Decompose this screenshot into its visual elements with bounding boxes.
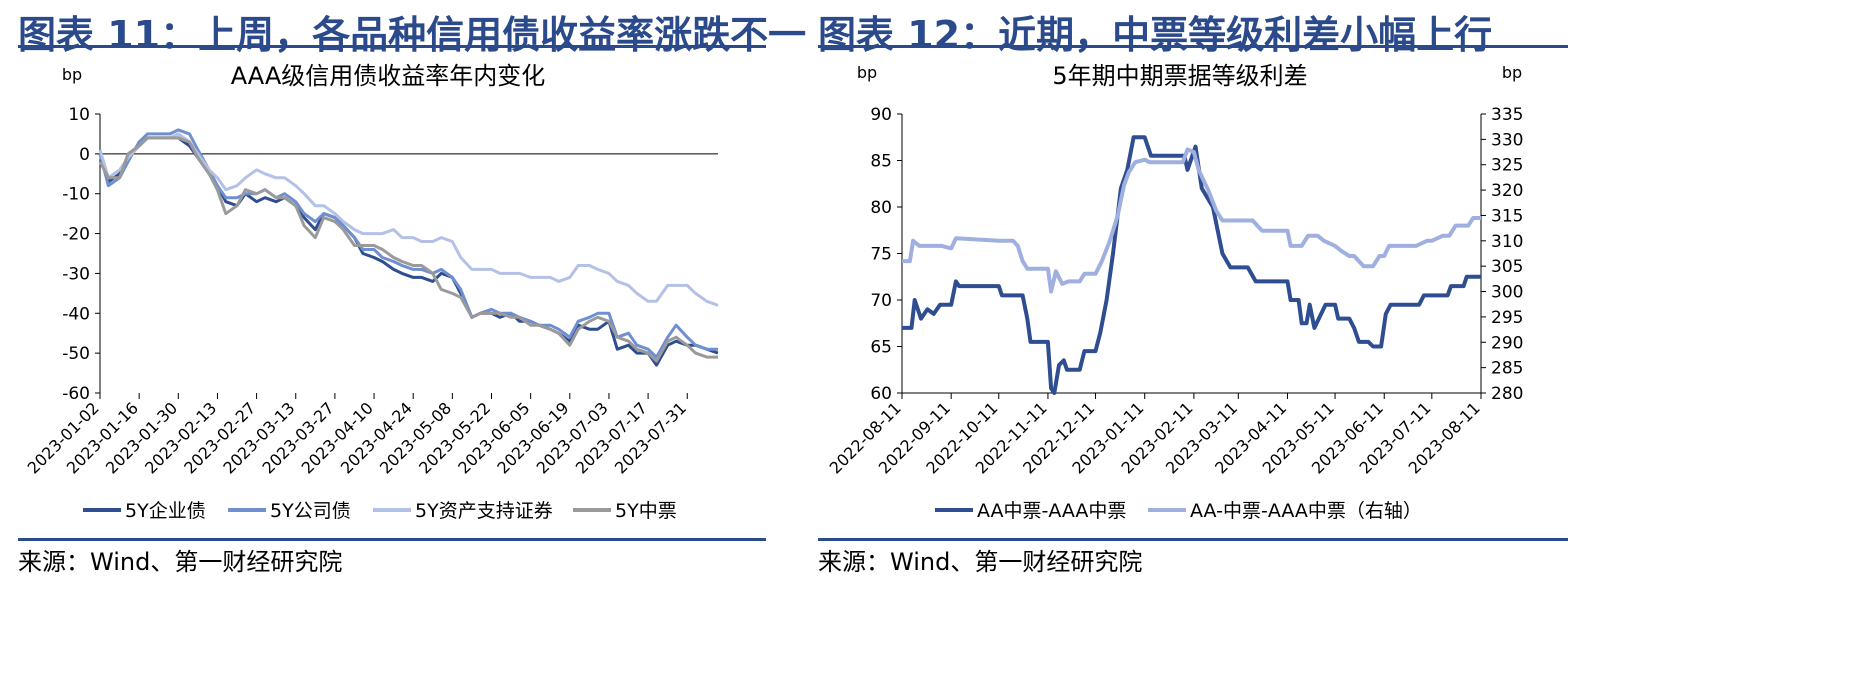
y-tick-label: -40	[62, 304, 90, 324]
figure-title: 图表 11：上周，各品种信用债收益率涨跌不一	[18, 13, 807, 57]
legend-label: 5Y企业债	[125, 500, 206, 522]
series-line-1	[98, 136, 719, 367]
chart-right: 5年期中期票据等级利差 bp bp 90 85 80 75 70 65 60 335 330 325 32…	[826, 62, 1524, 522]
y2-tick-label: 335	[1491, 105, 1523, 125]
figure-title: 图表 12：近期，中票等级利差小幅上行	[818, 13, 1493, 57]
right-panel: 图表 12：近期，中票等级利差小幅上行 5年期中期票据等级利差 bp bp 90 85 8…	[818, 0, 1568, 692]
series-line-2	[902, 147, 1481, 294]
y2-axis-unit: bp	[1502, 63, 1522, 82]
y-tick-label: 60	[870, 384, 892, 404]
chart-title: AAA级信用债收益率年内变化	[231, 62, 546, 90]
y-tick-label: -30	[62, 264, 90, 284]
source-divider	[818, 538, 1568, 541]
chart-title: 5年期中期票据等级利差	[1052, 62, 1307, 90]
y-tick-label: 90	[870, 105, 892, 125]
y-axis-unit: bp	[62, 65, 82, 84]
y2-tick-label: 280	[1491, 384, 1523, 404]
y-axis-unit: bp	[857, 63, 877, 82]
y2-tick-label: 300	[1491, 283, 1523, 303]
y2-tick-label: 330	[1491, 130, 1523, 150]
left-panel: 图表 11：上周，各品种信用债收益率涨跌不一 AAA级信用债收益率年内变化 bp 1…	[18, 0, 806, 692]
y-tick-label: -60	[62, 384, 90, 404]
y-tick-label: -10	[62, 185, 90, 205]
series-line-3	[98, 132, 719, 307]
y-tick-label: -50	[62, 344, 90, 364]
legend-label: AA-中票-AAA中票（右轴）	[1190, 500, 1422, 522]
series-line-1	[902, 135, 1481, 395]
legend-label: 5Y资产支持证券	[415, 500, 553, 522]
y2-tick-label: 295	[1491, 308, 1523, 328]
title-divider	[18, 45, 766, 48]
y-tick-label: 70	[870, 291, 892, 311]
source-divider	[18, 538, 766, 541]
series-line-2	[98, 128, 718, 359]
legend-label: AA中票-AAA中票	[977, 500, 1126, 522]
y-tick-label: 75	[870, 245, 892, 265]
y2-tick-label: 310	[1491, 232, 1523, 252]
y2-tick-label: 320	[1491, 181, 1523, 201]
source-note: 来源：Wind、第一财经研究院	[818, 548, 1143, 576]
y2-tick-label: 285	[1491, 359, 1523, 379]
y2-tick-label: 325	[1491, 156, 1523, 176]
y2-tick-label: 290	[1491, 333, 1523, 353]
legend-label: 5Y中票	[615, 500, 677, 522]
y-tick-label: 0	[79, 145, 90, 165]
y-tick-label: 85	[870, 152, 892, 172]
chart-left: AAA级信用债收益率年内变化bp100-10-20-30-40-50-60202…	[24, 62, 719, 522]
title-divider	[818, 45, 1568, 48]
y2-tick-label: 315	[1491, 206, 1523, 226]
source-note: 来源：Wind、第一财经研究院	[18, 548, 343, 576]
y-tick-label: 10	[68, 105, 90, 125]
y-tick-label: 80	[870, 198, 892, 218]
y2-tick-label: 305	[1491, 257, 1523, 277]
y-tick-label: -20	[62, 225, 90, 245]
series-line-4	[98, 136, 718, 363]
legend-label: 5Y公司债	[270, 500, 351, 522]
y-tick-label: 65	[870, 338, 892, 358]
